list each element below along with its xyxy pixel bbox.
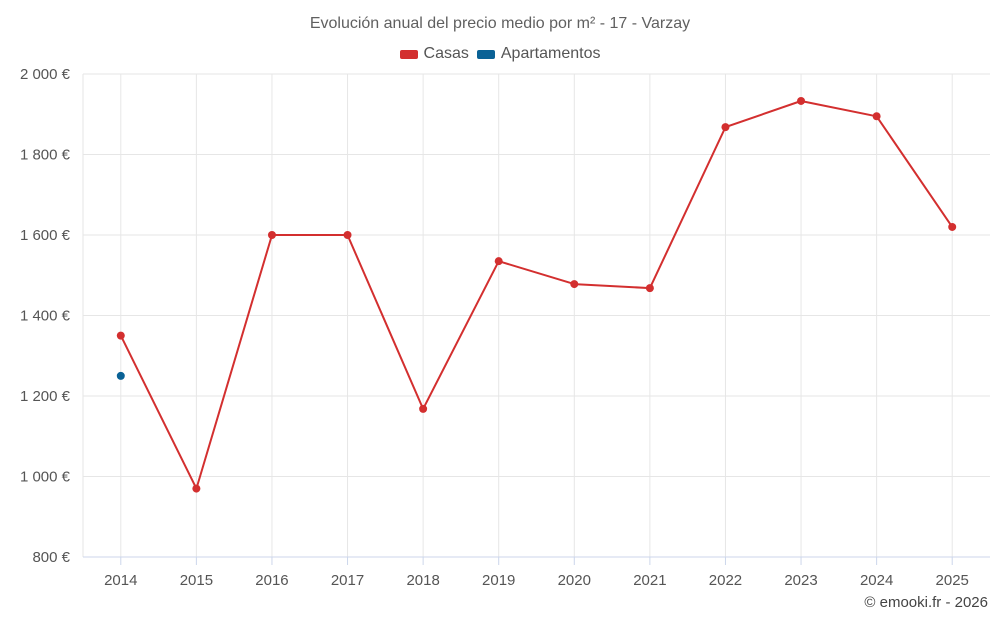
y-tick-label: 1 000 € [20,469,71,486]
data-point-casas[interactable] [419,404,428,413]
data-point-casas[interactable] [494,257,503,266]
x-tick-label: 2022 [709,572,742,589]
x-tick-label: 2017 [331,572,364,589]
data-point-casas[interactable] [645,284,654,293]
legend-label-casas: Casas [423,45,469,62]
y-tick-label: 2 000 € [20,66,71,83]
series-layer [116,96,957,493]
y-tick-label: 800 € [32,549,70,566]
series-line-casas [119,100,954,490]
x-tick-label: 2019 [482,572,515,589]
data-point-casas[interactable] [721,123,730,132]
data-point-casas[interactable] [192,484,201,493]
data-point-casas[interactable] [116,331,125,340]
x-tick-label: 2021 [633,572,666,589]
x-tick-label: 2018 [406,572,439,589]
x-tick-label: 2024 [860,572,893,589]
credits[interactable]: © emooki.fr - 2026 [864,594,988,611]
x-tick-label: 2020 [558,572,591,589]
chart-title: Evolución anual del precio medio por m² … [309,15,691,32]
axis-layer: 800 € 1 000 € 1 200 € 1 400 € 1 600 € 1 800 €… [20,66,990,589]
legend-item-apartamentos[interactable]: Apartamentos [476,45,601,63]
y-tick-label: 1 600 € [20,227,71,244]
data-point-casas[interactable] [797,96,806,105]
legend-swatch-apartamentos [476,49,495,59]
data-point-apartamentos[interactable] [116,371,125,380]
legend-label-apartamentos: Apartamentos [500,45,601,62]
data-point-casas[interactable] [267,231,276,239]
data-point-casas[interactable] [343,231,352,239]
legend-swatch-casas [399,49,418,59]
x-tick-label: 2023 [784,572,817,589]
data-point-casas[interactable] [872,112,881,121]
data-point-casas[interactable] [948,222,957,231]
data-point-casas[interactable] [570,280,579,289]
y-tick-label: 1 200 € [20,388,71,405]
legend: Casas Apartamentos [0,45,1000,63]
y-tick-label: 1 400 € [20,308,71,325]
x-tick-label: 2015 [180,572,213,589]
x-tick-label: 2016 [255,572,288,589]
y-tick-label: 1 800 € [20,147,71,164]
grid-layer [83,73,990,558]
x-tick-label: 2025 [936,572,969,589]
x-tick-label: 2014 [104,572,137,589]
legend-item-casas[interactable]: Casas [399,45,469,63]
